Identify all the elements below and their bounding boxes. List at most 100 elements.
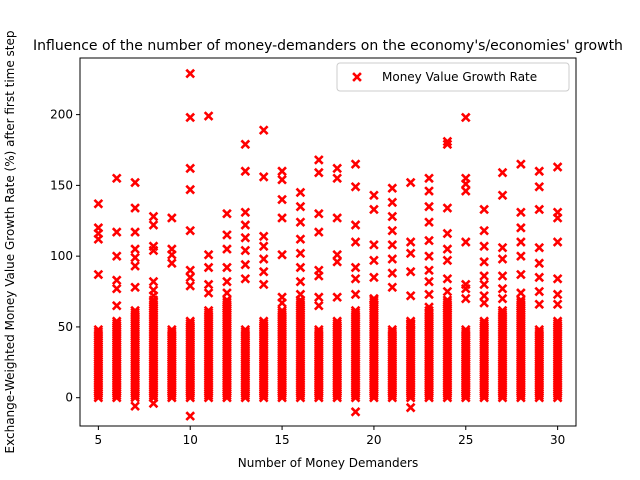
legend-label: Money Value Growth Rate <box>382 70 537 84</box>
data-point <box>350 289 361 300</box>
data-point <box>295 289 306 300</box>
data-point <box>534 272 545 283</box>
data-point <box>516 237 526 247</box>
data-point <box>332 318 343 329</box>
data-point <box>460 324 471 335</box>
data-point <box>442 297 453 307</box>
data-point <box>442 273 453 284</box>
data-point <box>167 213 177 223</box>
data-point <box>258 254 269 264</box>
data-point <box>295 262 306 273</box>
data-point <box>313 292 324 303</box>
data-point <box>185 281 196 291</box>
data-point <box>442 303 453 314</box>
data-point <box>387 225 398 236</box>
data-point <box>130 227 140 237</box>
data-point <box>552 299 563 310</box>
data-point <box>460 327 471 337</box>
data-point <box>240 327 251 337</box>
data-point <box>203 279 214 290</box>
data-point <box>479 298 489 308</box>
data-point <box>258 125 269 136</box>
data-point <box>516 223 526 233</box>
data-point <box>258 172 269 182</box>
data-point <box>167 258 177 269</box>
data-point <box>203 262 214 273</box>
data-point <box>185 163 196 174</box>
data-point <box>460 179 471 189</box>
data-point <box>185 68 196 79</box>
data-point <box>442 139 453 150</box>
data-point <box>552 273 563 284</box>
data-point <box>460 186 471 196</box>
x-axis-ticks: 5 10 15 20 25 30 <box>95 426 565 447</box>
data-point <box>350 407 361 417</box>
data-point <box>93 324 104 335</box>
data-point <box>442 295 453 305</box>
data-point <box>552 289 563 300</box>
data-point <box>442 244 453 254</box>
data-point <box>295 217 306 228</box>
data-point <box>222 303 232 314</box>
data-point <box>460 283 471 294</box>
data-point <box>479 271 489 281</box>
data-point <box>222 208 232 219</box>
data-point <box>130 307 140 318</box>
data-point <box>387 211 398 222</box>
data-point <box>479 318 489 329</box>
data-point <box>534 299 545 310</box>
x-tick-label: 15 <box>274 433 289 447</box>
data-point <box>534 324 545 335</box>
data-point <box>332 213 343 223</box>
data-point <box>405 266 416 277</box>
data-point <box>497 167 508 178</box>
data-point <box>552 213 563 223</box>
data-point <box>93 327 104 337</box>
data-point <box>387 327 398 337</box>
data-point <box>350 307 361 318</box>
data-point <box>240 207 251 218</box>
x-axis-label: Number of Money Demanders <box>238 456 418 470</box>
data-point <box>369 204 379 215</box>
data-point <box>185 411 196 421</box>
data-point <box>332 163 343 174</box>
data-point <box>442 203 453 213</box>
data-point <box>460 112 471 123</box>
data-point <box>258 316 269 327</box>
data-point <box>203 305 214 316</box>
data-point <box>387 239 398 250</box>
data-point <box>534 242 545 253</box>
data-point <box>387 183 398 194</box>
data-point <box>258 266 269 277</box>
data-point <box>497 293 508 304</box>
data-point <box>185 316 196 327</box>
y-tick-label: 0 <box>65 391 73 405</box>
data-point <box>552 318 563 329</box>
data-point <box>424 201 434 212</box>
data-point <box>111 173 122 184</box>
data-point <box>552 237 563 247</box>
data-point <box>313 227 324 237</box>
data-point <box>352 72 362 82</box>
data-point <box>240 232 251 243</box>
data-point <box>442 286 453 297</box>
data-point <box>130 252 140 263</box>
data-point <box>313 271 324 281</box>
data-point <box>240 324 251 335</box>
data-point <box>167 324 177 335</box>
data-point <box>424 173 434 184</box>
data-point <box>497 242 508 253</box>
data-point <box>148 211 159 222</box>
data-point <box>516 251 526 261</box>
legend-box <box>336 62 570 92</box>
data-point <box>479 204 489 215</box>
data-point <box>405 290 416 301</box>
data-point <box>295 297 306 307</box>
data-point <box>460 293 471 304</box>
data-point <box>313 324 324 335</box>
data-point <box>277 194 287 205</box>
data-point <box>167 327 177 337</box>
data-point <box>222 288 232 298</box>
data-point <box>516 297 526 307</box>
data-point <box>534 327 545 337</box>
